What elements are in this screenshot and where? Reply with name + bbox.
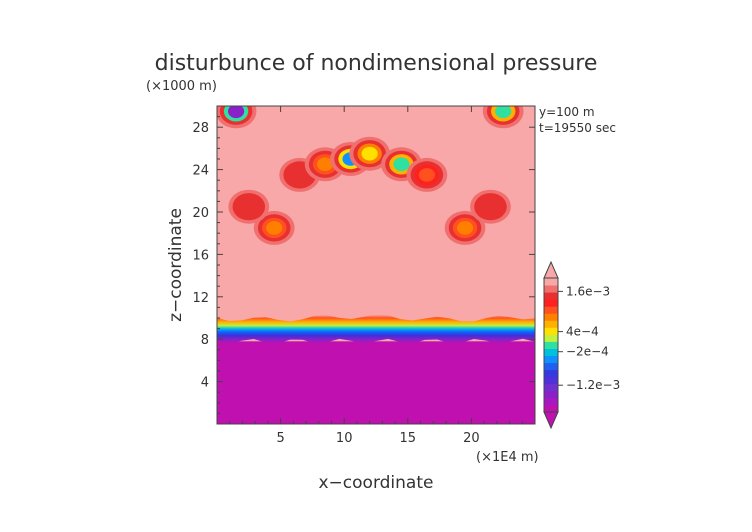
colorbar-segment-14 [544,306,558,314]
annotation-y: y=100 m [539,105,595,119]
x-tick-label-20: 20 [463,431,480,446]
colorbar-segment-9 [544,341,558,349]
colorbar-segment-4 [544,376,558,385]
colorbar-segment-5 [544,369,558,378]
feature-1 [228,189,270,224]
feature-9 [470,189,511,224]
feature-5-band-3 [361,146,378,161]
colorbar-tick-label-2: −2e−4 [566,345,609,359]
feature-6-band-3 [393,157,410,172]
y-tick-label-28: 28 [192,121,209,136]
feature-7 [406,157,448,192]
feature-1-band-3 [240,199,257,214]
y-tick-label-16: 16 [192,248,209,263]
y-tick-label-20: 20 [192,206,209,221]
annotation-t: t=19550 sec [539,121,616,135]
colorbar-segment-11 [544,327,558,335]
y-tick-label-4: 4 [201,376,209,391]
colorbar-bottom-arrow [543,411,559,430]
colorbar-segment-13 [544,313,558,321]
y-tick-label-12: 12 [192,291,209,306]
x-tick-label-15: 15 [400,431,417,446]
colorbar-tick-label-3: −1.2e−3 [566,378,620,392]
feature-11-band-3 [495,106,512,119]
axes: 5 10 15 20 4 8 12 16 20 24 28 [192,106,535,446]
feature-0 [253,210,295,245]
feature-0-band-3 [266,221,283,235]
y-unit-label: (×1000 m) [146,79,217,94]
feature-3-band-3 [317,157,334,172]
plot-area [217,106,535,424]
colorbar-segment-3 [544,383,558,392]
colorbar-top-arrow [543,260,559,279]
colorbar-segment-1 [544,397,558,406]
colorbar-segment-17 [544,285,558,293]
colorbar-frame [543,277,559,413]
feature-2-band-3 [291,168,308,182]
colorbar-segment-7 [544,355,558,364]
y-tick-label-24: 24 [192,164,209,179]
colorbar-tick-label-1: 4e−4 [566,325,599,339]
x-tick-label-10: 10 [336,431,353,446]
layer-transition [217,314,535,344]
x-tick-label-5: 5 [276,431,284,446]
feature-7-band-3 [418,168,435,182]
colorbar-segment-16 [544,292,558,300]
chart-title: disturbunce of nondimensional pressure [155,51,598,76]
x-unit-label: (×1E4 m) [476,450,539,465]
feature-10 [217,106,257,129]
colorbar-segment-10 [544,334,558,342]
colorbar-segment-8 [544,348,558,356]
feature-10-band-3 [227,106,245,119]
feature-9-band-3 [482,199,499,214]
colorbar-segment-18 [544,278,558,286]
colorbar-segment-15 [544,299,558,307]
colorbar-segment-0 [544,404,558,413]
colorbar-tick-label-0: 1.6e−3 [566,284,610,298]
y-axis-label: z−coordinate [166,208,186,322]
colorbar-segment-12 [544,320,558,328]
colorbar-segment-6 [544,362,558,371]
feature-8-band-3 [456,221,474,235]
layer-lower [217,341,535,424]
colorbar-segment-2 [544,390,558,399]
x-axis-label: x−coordinate [319,473,434,493]
feature-11 [482,106,524,129]
feature-8 [444,210,486,245]
feature-3 [304,147,346,182]
colorbar: 1.6e−3 4e−4 −2e−4 −1.2e−3 [543,260,620,430]
y-tick-label-8: 8 [201,333,209,348]
feature-5 [349,136,391,171]
